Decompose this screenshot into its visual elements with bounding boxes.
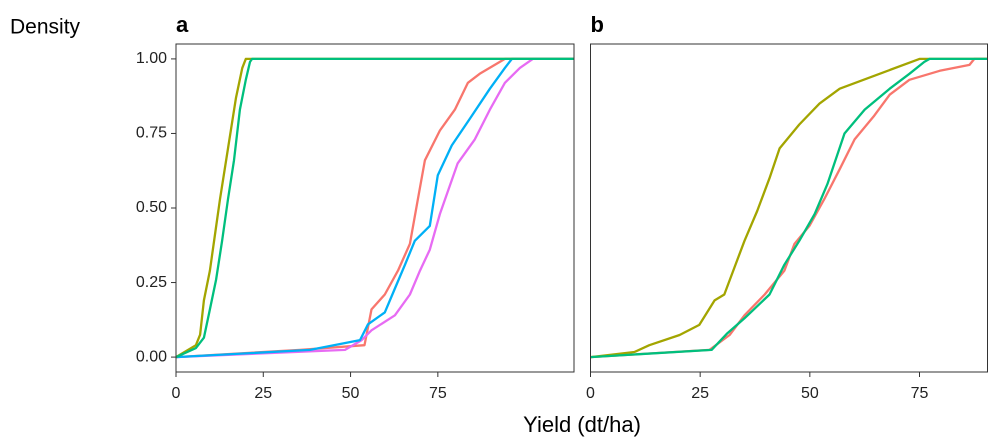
panel-title: b [591, 12, 604, 37]
x-tick-label: 0 [586, 385, 595, 402]
x-tick-label: 25 [254, 385, 272, 402]
lines [176, 57, 574, 359]
x-tick-label: 75 [911, 385, 929, 402]
x-tick-label: 75 [429, 385, 447, 402]
ecdf-line [590, 57, 988, 359]
lines [590, 57, 988, 359]
y-axis-title: Density [10, 16, 81, 39]
y-tick-label: 0.50 [136, 199, 167, 216]
ecdf-line [590, 57, 988, 359]
ecdf-line [176, 57, 574, 359]
x-tick-label: 50 [342, 385, 360, 402]
ecdf-line [176, 57, 574, 359]
plot-background [176, 44, 574, 372]
x-tick-label: 0 [172, 385, 181, 402]
panel-border [175, 43, 575, 373]
x-tick-label: 50 [801, 385, 819, 402]
ecdf-line [176, 57, 574, 359]
y-tick-label: 0.75 [136, 125, 167, 142]
panel-border [590, 43, 988, 373]
x-axis-title: Yield (dt/ha) [523, 412, 641, 437]
ecdf-line [176, 57, 574, 359]
x-tick-label: 25 [691, 385, 709, 402]
plot-background [590, 44, 988, 372]
y-tick-label: 1.00 [136, 50, 167, 67]
panel: a 0 25 50 75 0.00 0.25 0.50 0.75 1.00 [136, 12, 575, 402]
ecdf-line [176, 57, 574, 359]
y-tick-label: 0.25 [136, 274, 167, 291]
y-tick-label: 0.00 [136, 348, 167, 365]
panel: b 0 25 50 75 [586, 12, 988, 402]
panel-title: a [176, 12, 189, 37]
ecdf-line [590, 57, 988, 359]
